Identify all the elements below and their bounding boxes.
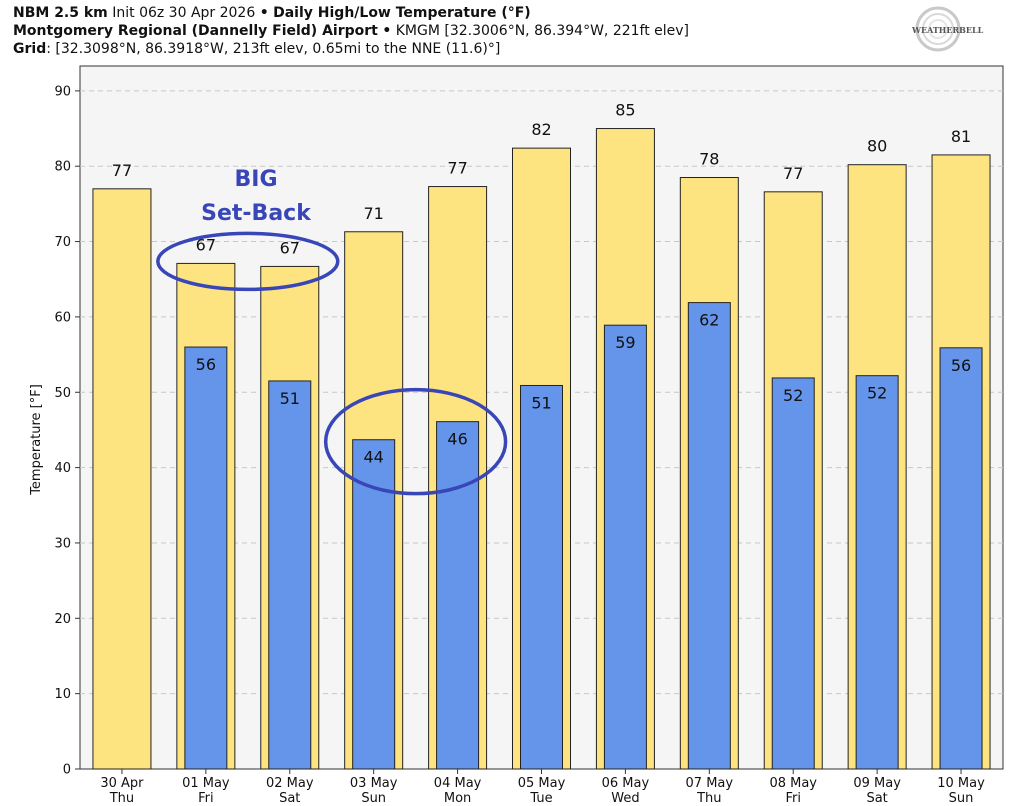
y-tick-label: 50 <box>54 386 71 401</box>
annotation-line2: Set-Back <box>201 201 312 226</box>
high-temp-label: 67 <box>196 235 216 254</box>
high-temp-label: 77 <box>783 164 803 183</box>
weatherbell-swirl-logo-icon: WEATHERBELL <box>911 6 984 52</box>
x-tick-day: Sun <box>361 791 386 806</box>
high-temp-label: 85 <box>615 101 635 120</box>
low-temp-bar <box>520 384 563 770</box>
x-tick-day: Sat <box>866 791 887 806</box>
x-tick-date: 10 May <box>937 776 985 791</box>
y-axis-label: Temperature [°F] <box>29 384 44 496</box>
x-tick-day: Mon <box>444 791 471 806</box>
high-temp-label: 78 <box>699 150 719 169</box>
x-tick-day: Sat <box>279 791 300 806</box>
low-temp-bar <box>268 380 312 770</box>
y-tick-label: 90 <box>54 84 71 99</box>
low-temp-label: 46 <box>447 430 467 449</box>
low-temp-bar <box>687 302 731 770</box>
low-temp-label: 52 <box>783 386 803 405</box>
x-tick-date: 04 May <box>434 776 482 791</box>
y-tick-label: 70 <box>54 235 71 250</box>
low-temp-label: 62 <box>699 311 719 330</box>
x-tick-day: Sun <box>949 791 974 806</box>
low-temp-label: 52 <box>867 384 887 403</box>
low-temp-label: 44 <box>364 448 384 467</box>
y-tick-label: 0 <box>63 763 71 778</box>
x-tick-day: Wed <box>611 791 639 806</box>
low-temp-bar <box>855 375 899 770</box>
low-temp-label: 56 <box>196 355 216 374</box>
y-tick-label: 30 <box>54 536 71 551</box>
header-line-model: NBM 2.5 km Init 06z 30 Apr 2026 • Daily … <box>13 5 531 22</box>
product-name: Daily High/Low Temperature (°F) <box>273 5 531 21</box>
high-temp-label: 67 <box>280 238 300 257</box>
y-tick-label: 80 <box>54 160 71 175</box>
y-tick-label: 10 <box>54 687 71 702</box>
low-temp-bar <box>771 377 815 770</box>
bars <box>92 128 991 770</box>
low-temp-bar <box>184 346 228 770</box>
station-name: Montgomery Regional (Dannelly Field) Air… <box>13 23 378 39</box>
model-name: NBM 2.5 km <box>13 5 108 21</box>
value-labels: 77 67 56 67 51 71 44 77 46 82 51 85 59 78 62 77 52 80 52 81… <box>112 101 971 467</box>
y-tick-label: 60 <box>54 310 71 325</box>
x-tick-day: Thu <box>696 791 721 806</box>
init-time: Init 06z 30 Apr 2026 <box>112 5 256 21</box>
y-axis-ticks: 0 10 20 30 40 50 60 70 80 90 <box>54 84 80 778</box>
low-temp-bar <box>603 324 647 770</box>
highlight-ellipse <box>323 387 508 496</box>
low-temp-label: 59 <box>615 333 635 352</box>
low-temp-label: 51 <box>531 393 551 412</box>
high-temp-bar <box>92 188 152 770</box>
highlight-ellipse <box>156 231 340 292</box>
x-tick-date: 05 May <box>518 776 566 791</box>
x-tick-date: 03 May <box>350 776 398 791</box>
annotations: BIG Set-Back <box>156 167 508 496</box>
grid-details: : [32.3098°N, 86.3918°W, 213ft elev, 0.6… <box>46 41 501 57</box>
high-temp-label: 77 <box>447 159 467 178</box>
low-temp-bar <box>939 347 983 770</box>
header-line-grid: Grid: [32.3098°N, 86.3918°W, 213ft elev,… <box>13 41 500 58</box>
x-tick-date: 09 May <box>853 776 901 791</box>
header-line-station: Montgomery Regional (Dannelly Field) Air… <box>13 23 689 40</box>
station-details: KMGM [32.3006°N, 86.394°W, 221ft elev] <box>395 23 690 39</box>
header-separator: • <box>259 5 269 21</box>
x-tick-date: 02 May <box>266 776 314 791</box>
x-tick-date: 30 Apr <box>100 776 144 791</box>
low-temp-label: 51 <box>280 389 300 408</box>
high-temp-label: 82 <box>531 120 551 139</box>
logo-text: WEATHERBELL <box>911 25 984 35</box>
grid-label: Grid <box>13 41 47 57</box>
header-separator: • <box>382 23 392 39</box>
high-temp-label: 71 <box>364 204 384 223</box>
annotation-line1: BIG <box>234 167 277 192</box>
y-tick-label: 20 <box>54 612 71 627</box>
x-tick-day: Tue <box>529 791 552 806</box>
x-tick-date: 06 May <box>602 776 650 791</box>
y-tick-label: 40 <box>54 461 71 476</box>
x-tick-date: 08 May <box>769 776 817 791</box>
high-temp-label: 77 <box>112 161 132 180</box>
x-tick-date: 07 May <box>686 776 734 791</box>
x-tick-day: Fri <box>198 791 214 806</box>
x-tick-day: Fri <box>785 791 801 806</box>
low-temp-label: 56 <box>951 356 971 375</box>
low-temp-bar <box>436 421 480 770</box>
high-temp-label: 81 <box>951 127 971 146</box>
x-tick-day: Thu <box>109 791 134 806</box>
x-tick-date: 01 May <box>182 776 230 791</box>
high-temp-label: 80 <box>867 137 887 156</box>
